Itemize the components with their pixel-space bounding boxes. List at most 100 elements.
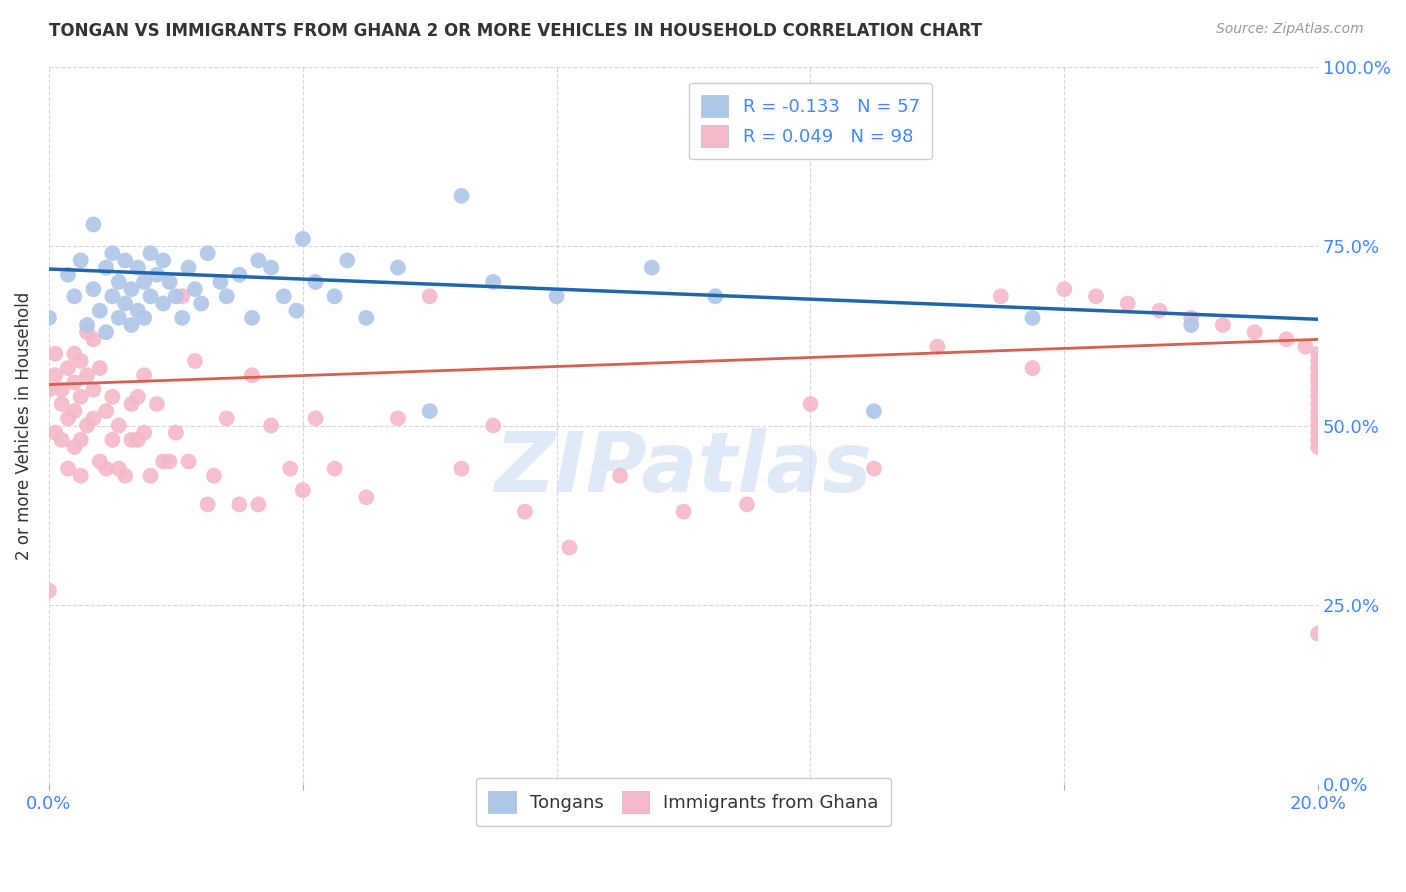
Point xyxy=(990,289,1012,303)
Point xyxy=(127,303,149,318)
Text: ZIPatlas: ZIPatlas xyxy=(495,428,873,509)
Point xyxy=(82,218,104,232)
Point xyxy=(139,289,162,303)
Point xyxy=(51,433,73,447)
Point xyxy=(134,425,156,440)
Point xyxy=(285,303,308,318)
Point xyxy=(1308,390,1330,404)
Point xyxy=(1308,626,1330,640)
Point xyxy=(336,253,359,268)
Point xyxy=(107,275,129,289)
Point xyxy=(228,498,250,512)
Point xyxy=(215,289,238,303)
Point xyxy=(419,289,441,303)
Point xyxy=(419,404,441,418)
Point xyxy=(76,418,98,433)
Point xyxy=(197,246,219,260)
Point xyxy=(1308,347,1330,361)
Point xyxy=(291,232,314,246)
Point xyxy=(1021,361,1043,376)
Point xyxy=(278,461,301,475)
Point xyxy=(450,189,472,203)
Point xyxy=(247,498,270,512)
Point xyxy=(152,296,174,310)
Point xyxy=(63,347,86,361)
Point xyxy=(69,253,91,268)
Point xyxy=(63,440,86,454)
Point xyxy=(304,275,326,289)
Point xyxy=(1308,383,1330,397)
Point xyxy=(152,454,174,468)
Point xyxy=(89,303,111,318)
Point xyxy=(260,260,283,275)
Point xyxy=(101,246,124,260)
Legend: Tongans, Immigrants from Ghana: Tongans, Immigrants from Ghana xyxy=(475,779,891,826)
Point xyxy=(63,404,86,418)
Point xyxy=(546,289,568,303)
Point xyxy=(107,418,129,433)
Point xyxy=(127,260,149,275)
Point xyxy=(184,354,207,368)
Point xyxy=(134,275,156,289)
Point xyxy=(247,253,270,268)
Point xyxy=(356,491,378,505)
Point xyxy=(114,296,136,310)
Point xyxy=(165,425,187,440)
Point xyxy=(69,354,91,368)
Point xyxy=(134,368,156,383)
Point xyxy=(1180,310,1202,325)
Point xyxy=(146,268,169,282)
Point xyxy=(63,376,86,390)
Point xyxy=(387,411,409,425)
Point xyxy=(1275,332,1298,346)
Point xyxy=(323,289,346,303)
Point xyxy=(56,268,79,282)
Point xyxy=(101,390,124,404)
Point xyxy=(387,260,409,275)
Point xyxy=(482,418,505,433)
Point xyxy=(121,282,143,296)
Point xyxy=(114,468,136,483)
Point xyxy=(184,282,207,296)
Text: Source: ZipAtlas.com: Source: ZipAtlas.com xyxy=(1216,22,1364,37)
Point xyxy=(76,325,98,339)
Point xyxy=(704,289,727,303)
Point xyxy=(609,468,631,483)
Point xyxy=(1021,310,1043,325)
Point xyxy=(121,433,143,447)
Point xyxy=(450,461,472,475)
Point xyxy=(240,310,263,325)
Point xyxy=(82,332,104,346)
Point xyxy=(44,368,66,383)
Point xyxy=(159,454,181,468)
Point xyxy=(1308,418,1330,433)
Point xyxy=(69,390,91,404)
Point xyxy=(1308,440,1330,454)
Point xyxy=(558,541,581,555)
Point xyxy=(482,275,505,289)
Point xyxy=(1053,282,1076,296)
Point xyxy=(134,310,156,325)
Point xyxy=(121,397,143,411)
Point xyxy=(127,433,149,447)
Point xyxy=(260,418,283,433)
Point xyxy=(190,296,212,310)
Point xyxy=(82,411,104,425)
Text: TONGAN VS IMMIGRANTS FROM GHANA 2 OR MORE VEHICLES IN HOUSEHOLD CORRELATION CHAR: TONGAN VS IMMIGRANTS FROM GHANA 2 OR MOR… xyxy=(49,22,983,40)
Point xyxy=(76,318,98,332)
Point xyxy=(114,253,136,268)
Point xyxy=(56,411,79,425)
Point xyxy=(641,260,664,275)
Point xyxy=(44,347,66,361)
Point xyxy=(863,404,886,418)
Point xyxy=(89,454,111,468)
Point xyxy=(323,461,346,475)
Point xyxy=(1294,340,1316,354)
Point xyxy=(1308,397,1330,411)
Point xyxy=(38,583,60,598)
Point xyxy=(1212,318,1234,332)
Point xyxy=(63,289,86,303)
Point xyxy=(56,361,79,376)
Point xyxy=(1149,303,1171,318)
Point xyxy=(1180,318,1202,332)
